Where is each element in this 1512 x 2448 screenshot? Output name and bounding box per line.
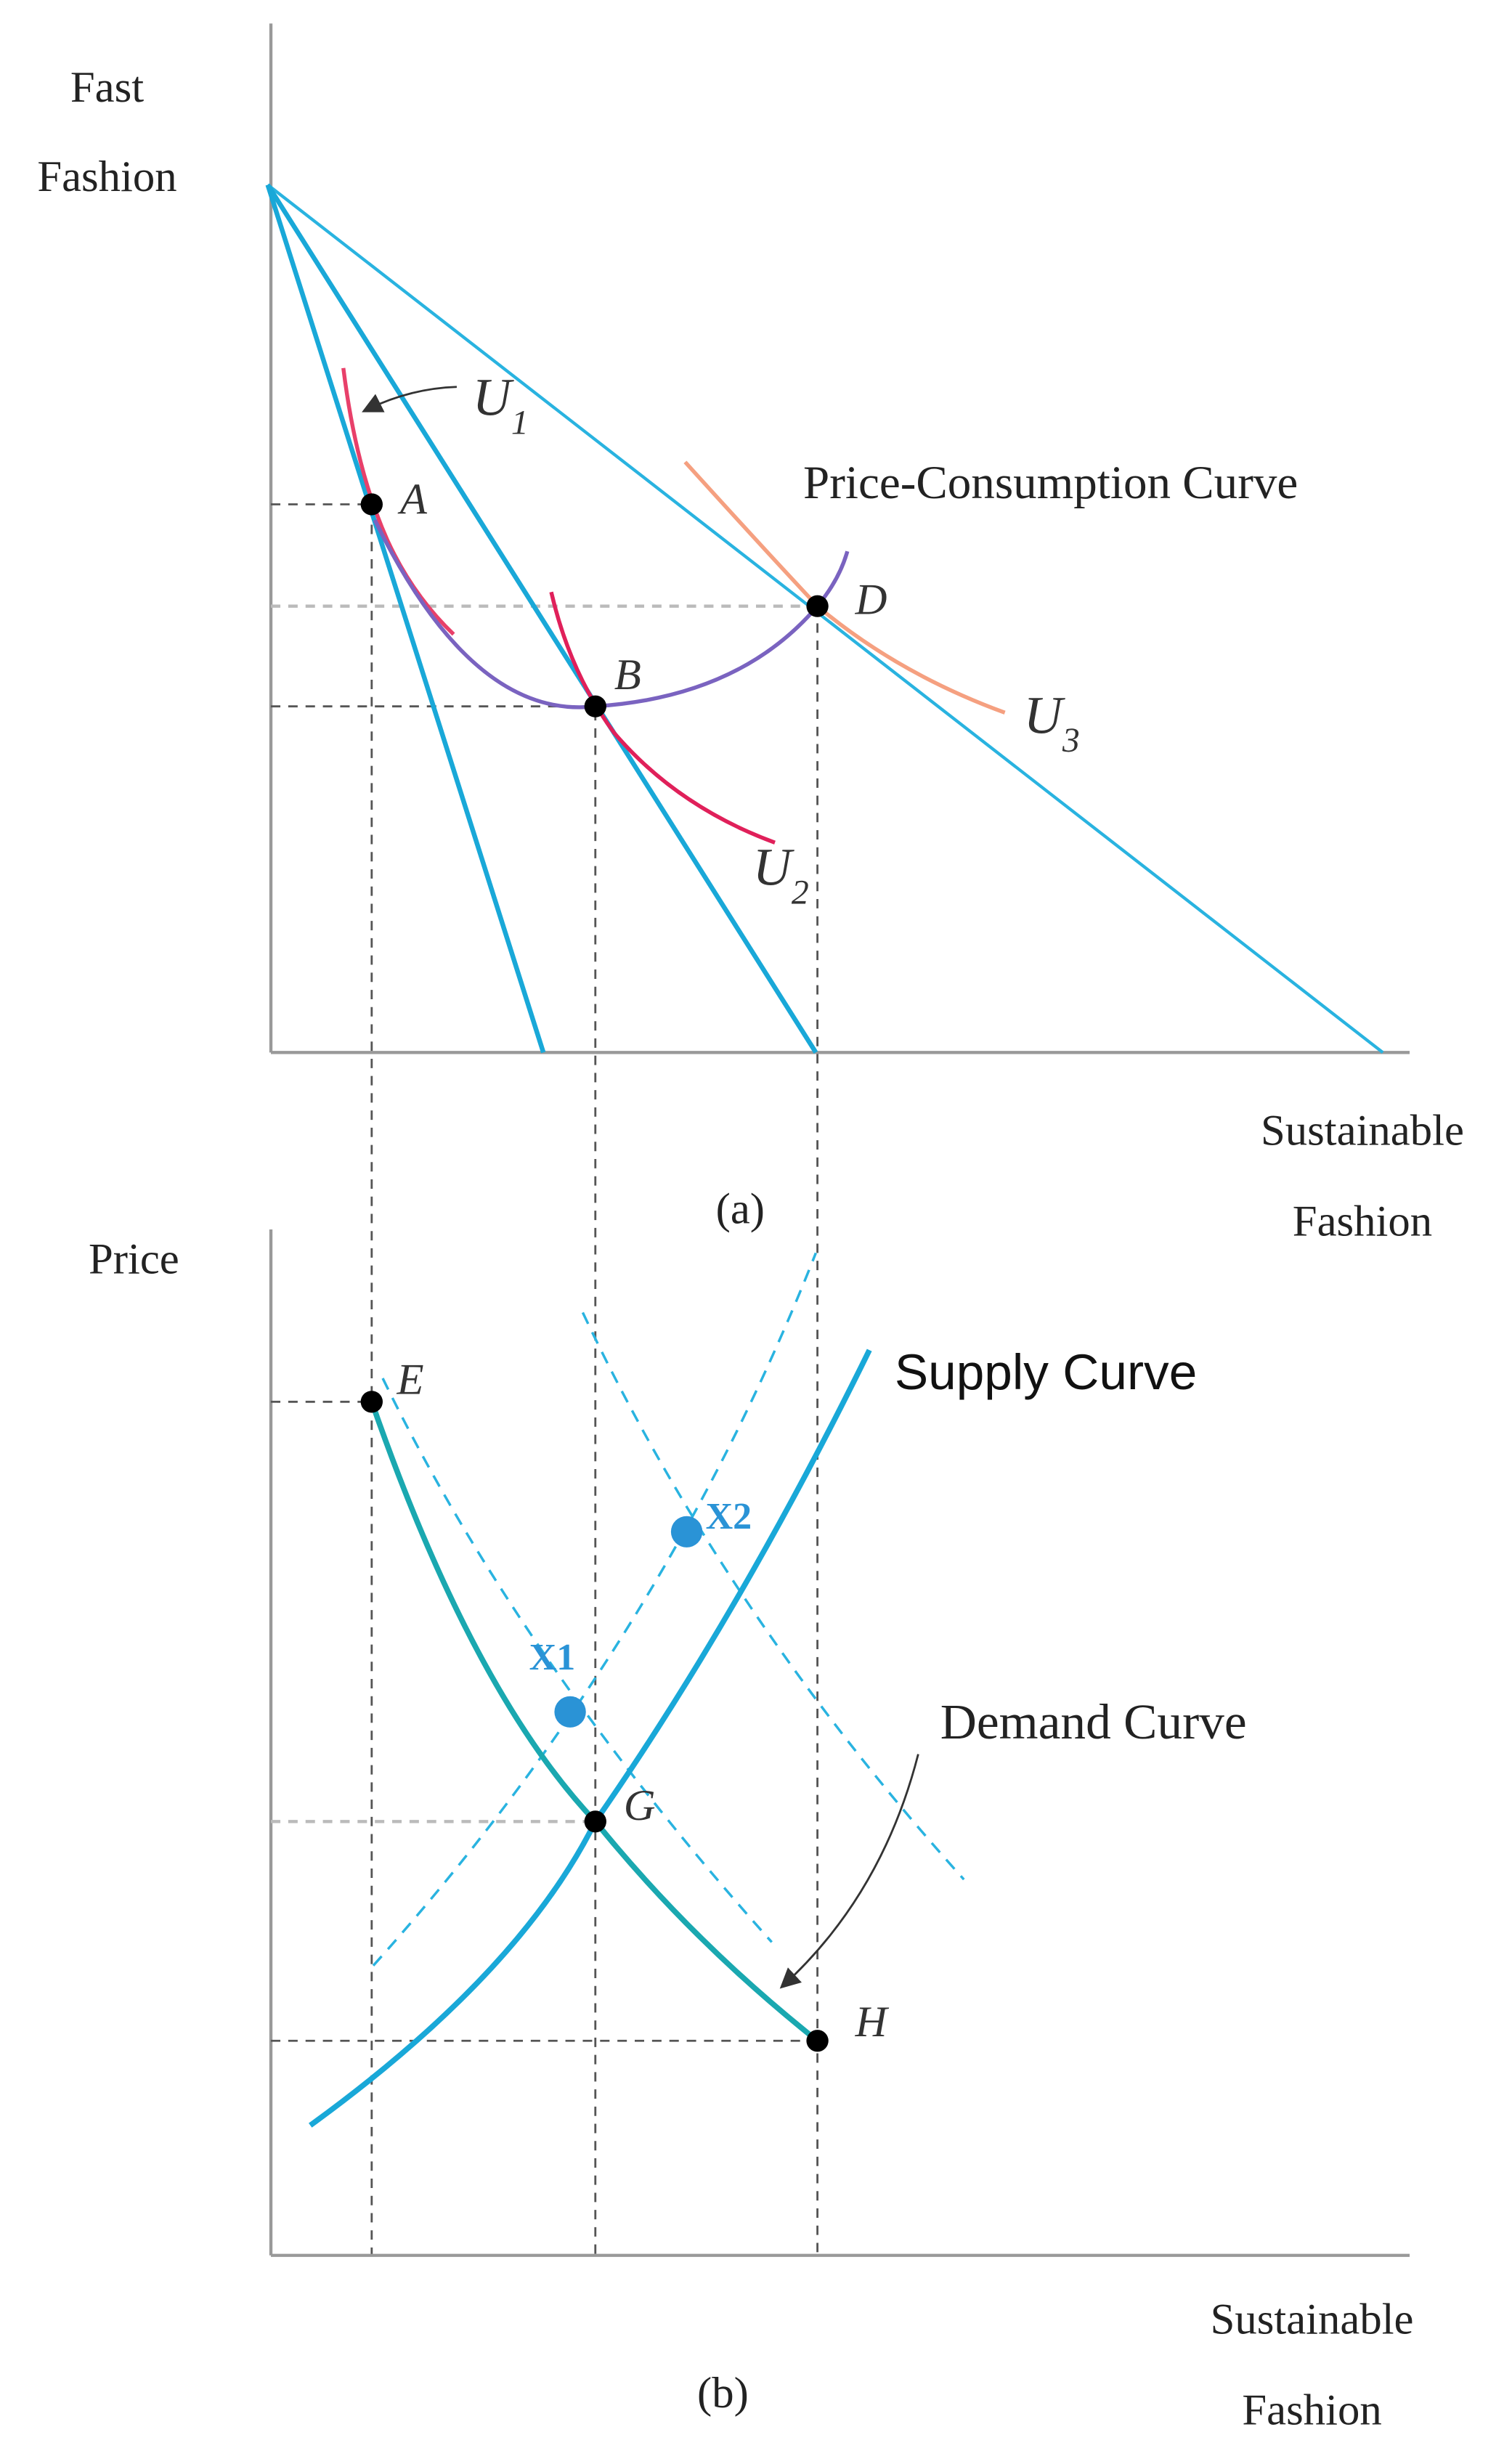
guide-lines — [271, 1400, 818, 2042]
curve-label: Price-Consumption Curve — [803, 457, 1298, 509]
label-base: U — [1024, 686, 1066, 745]
arrow — [779, 1754, 919, 1989]
x-label: Fashion — [1293, 1197, 1432, 1246]
point-label: G — [624, 1781, 656, 1830]
point-label: E — [397, 1356, 424, 1404]
curve-label: U3 — [1024, 686, 1080, 760]
x-label: Sustainable — [1211, 2295, 1414, 2344]
indifference-curve — [549, 591, 776, 845]
point-label: B — [614, 651, 641, 699]
point-label: A — [397, 476, 428, 524]
point — [584, 1810, 606, 1833]
curve-label: U1 — [473, 367, 529, 442]
x-label: Fashion — [1242, 2386, 1381, 2435]
point-label: X2 — [706, 1496, 752, 1537]
y-label: Fast — [70, 63, 144, 112]
point-label: D — [855, 576, 887, 625]
curve-label: U2 — [753, 837, 809, 912]
guide-lines — [271, 503, 818, 2256]
label-sub: 2 — [792, 874, 809, 912]
shift-point — [554, 1696, 586, 1728]
label-sub: 1 — [511, 404, 529, 442]
indifference-curve — [341, 367, 455, 636]
price-consumption-curve — [373, 519, 850, 709]
shift-point — [670, 1516, 703, 1548]
label-base: U — [473, 367, 515, 427]
budget-line — [267, 183, 1384, 1054]
label-sub: 3 — [1062, 722, 1080, 760]
label-base: U — [753, 837, 795, 897]
point — [806, 595, 829, 617]
demand-curve — [369, 1401, 819, 2044]
point — [360, 493, 383, 516]
budget-line — [265, 183, 818, 1054]
panel-a: Fast Fashion Sustainable Fashion (a) Pri… — [37, 23, 1464, 2256]
shifted-curves — [372, 1252, 965, 1967]
point — [360, 1391, 383, 1413]
curve-label: Demand Curve — [940, 1693, 1247, 1749]
x-label: Sustainable — [1261, 1107, 1464, 1155]
point — [806, 2030, 829, 2052]
budget-line — [265, 184, 546, 1054]
point-label: X1 — [529, 1637, 576, 1678]
caption: (a) — [716, 1185, 765, 1234]
panel-b: Price Sustainable Fashion (b) Supply Cur… — [89, 1229, 1414, 2435]
curve-label: Supply Curve — [895, 1343, 1197, 1400]
arrow — [362, 386, 457, 412]
point — [584, 695, 606, 717]
caption: (b) — [697, 2369, 749, 2417]
y-label: Fashion — [37, 153, 176, 201]
y-label: Price — [89, 1235, 179, 1284]
point-label: H — [855, 1998, 890, 2046]
